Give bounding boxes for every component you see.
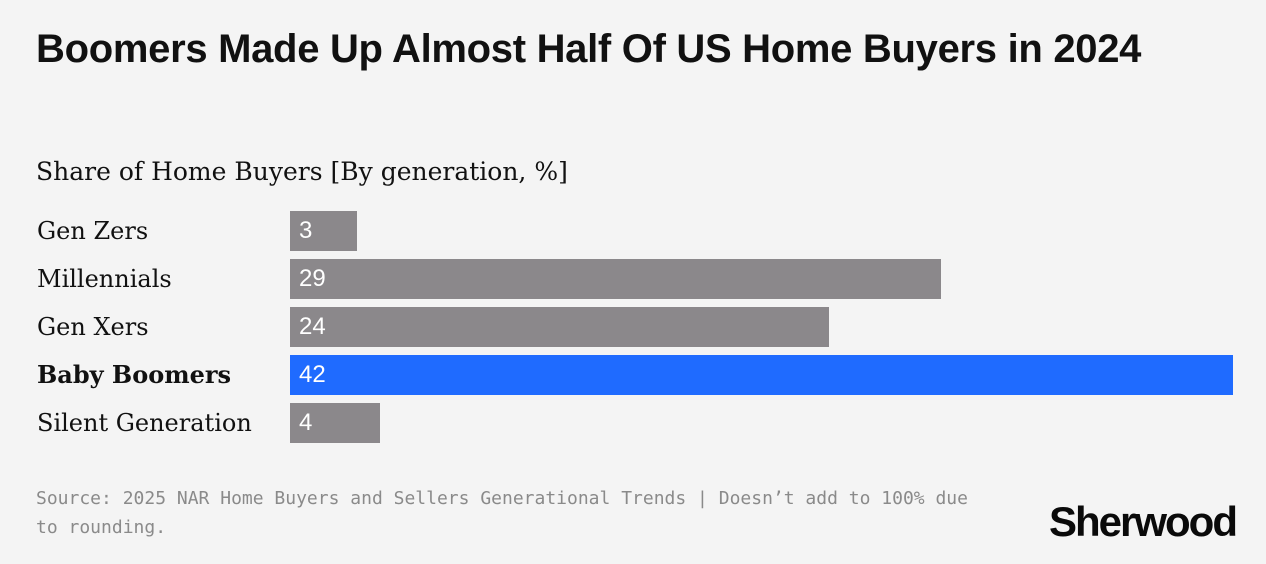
category-label: Millennials <box>37 265 172 293</box>
bar <box>290 259 941 299</box>
value-label: 24 <box>299 313 326 340</box>
bar <box>290 355 1233 395</box>
value-label: 29 <box>299 265 326 292</box>
chart-subtitle: Share of Home Buyers [By generation, %] <box>36 157 568 186</box>
chart-title: Boomers Made Up Almost Half Of US Home B… <box>36 27 1142 71</box>
category-label: Baby Boomers <box>37 360 232 389</box>
value-label: 3 <box>299 217 313 244</box>
value-label: 42 <box>299 361 326 388</box>
bar <box>290 403 380 443</box>
category-label: Gen Zers <box>37 217 149 245</box>
sherwood-logo: Sherwood <box>1048 498 1238 545</box>
source-note: Source: 2025 NAR Home Buyers and Sellers… <box>36 488 968 538</box>
bar <box>290 211 357 251</box>
bar <box>290 307 829 347</box>
value-label: 4 <box>299 409 313 436</box>
category-label: Silent Generation <box>37 409 252 437</box>
category-label: Gen Xers <box>37 313 149 341</box>
